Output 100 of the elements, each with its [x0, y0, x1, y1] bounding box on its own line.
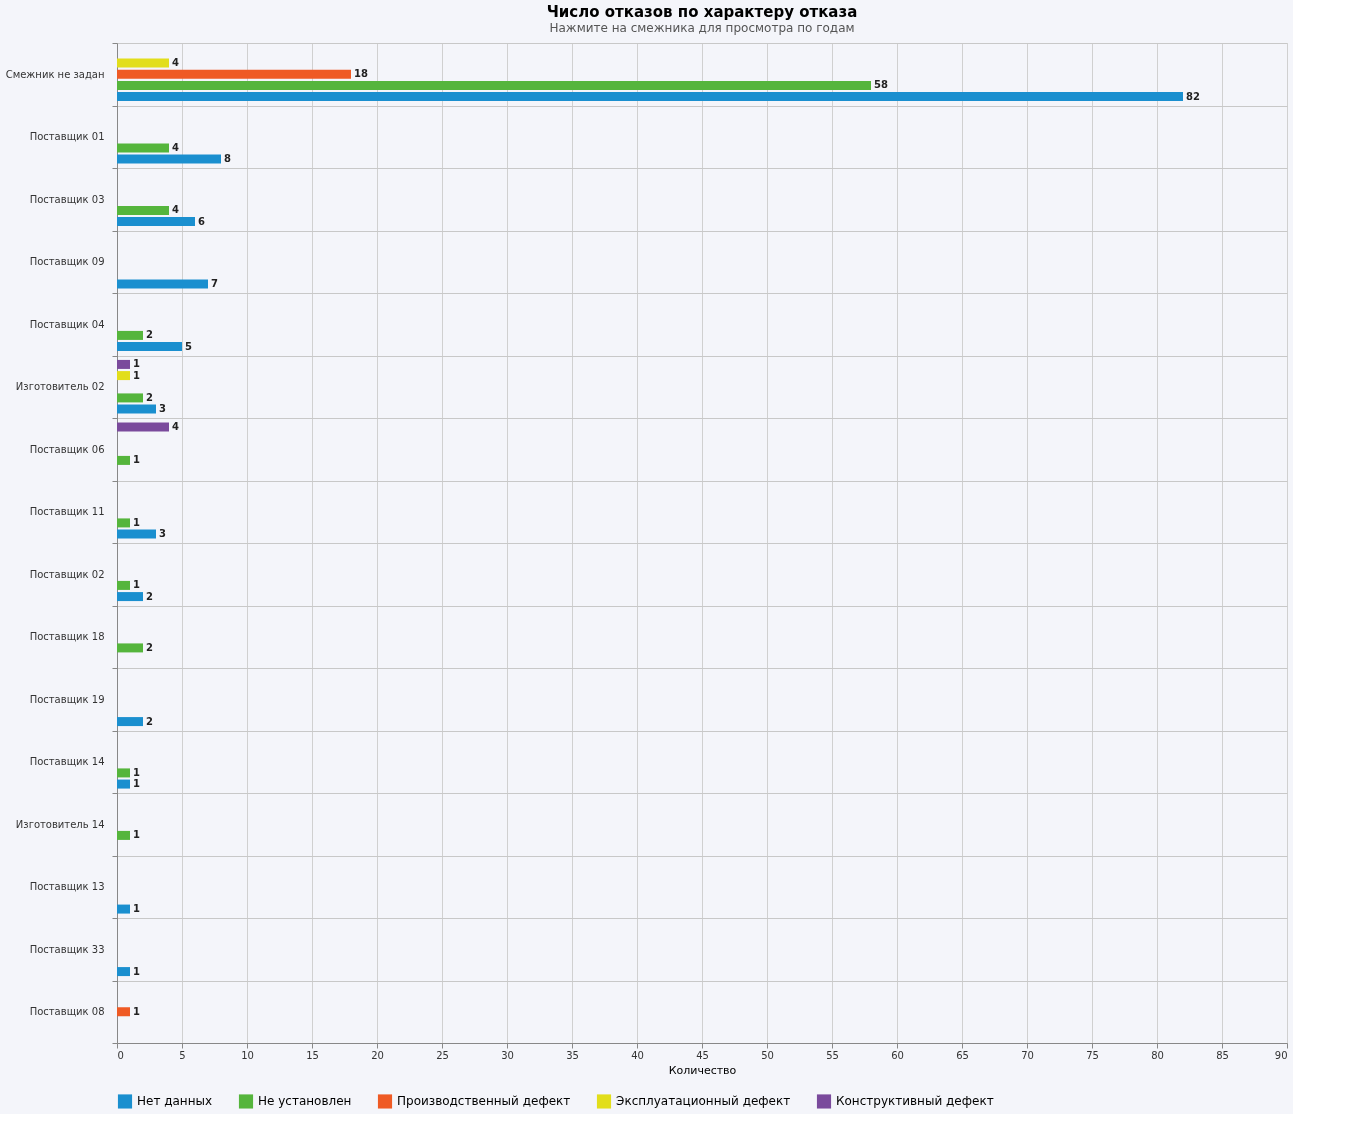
bar — [117, 342, 182, 352]
y-tick-label: Поставщик 13 — [29, 881, 105, 893]
data-label: 2 — [146, 391, 153, 403]
y-tick-label: Поставщик 11 — [29, 506, 105, 518]
x-tick-label: 65 — [956, 1049, 969, 1061]
bar — [117, 217, 195, 227]
y-tick-label: Поставщик 04 — [29, 318, 105, 330]
data-label: 58 — [874, 79, 888, 91]
x-tick-label: 0 — [117, 1049, 124, 1061]
x-tick-label: 55 — [826, 1049, 839, 1061]
bar — [117, 359, 130, 369]
x-tick-label: 30 — [501, 1049, 514, 1061]
data-label: 6 — [198, 215, 205, 227]
y-tick-label: Смежник не задан — [5, 68, 105, 80]
bar — [117, 404, 156, 414]
legend-label: Эксплуатационный дефект — [616, 1094, 791, 1109]
bar — [117, 717, 143, 727]
y-tick-label: Поставщик 33 — [29, 943, 105, 955]
bar — [117, 1007, 130, 1017]
x-tick-label: 60 — [891, 1049, 904, 1061]
bar — [117, 279, 208, 289]
x-tick-label: 90 — [1274, 1049, 1288, 1061]
legend-label: Нет данных — [137, 1094, 213, 1109]
x-tick-label: 5 — [179, 1049, 186, 1061]
data-label: 2 — [146, 329, 153, 341]
bar — [117, 455, 130, 465]
data-label: 4 — [172, 57, 179, 69]
y-tick-label: Изготовитель 14 — [15, 818, 105, 830]
y-tick-label: Изготовитель 02 — [15, 381, 105, 393]
bar — [117, 154, 221, 164]
bar — [117, 69, 351, 79]
x-tick-label: 15 — [306, 1049, 319, 1061]
data-label: 1 — [133, 829, 140, 841]
legend-label: Конструктивный дефект — [836, 1094, 994, 1109]
data-label: 4 — [172, 204, 179, 216]
x-tick-label: 35 — [566, 1049, 579, 1061]
bar — [117, 830, 130, 840]
data-label: 18 — [354, 68, 368, 80]
data-label: 1 — [133, 903, 140, 915]
x-tick-label: 45 — [696, 1049, 709, 1061]
y-tick-label: Поставщик 02 — [29, 568, 105, 580]
data-label: 8 — [224, 153, 231, 165]
data-label: 5 — [185, 340, 192, 352]
y-tick-label: Поставщик 06 — [29, 443, 105, 455]
bar — [117, 205, 169, 215]
y-tick-label: Поставщик 09 — [29, 256, 105, 268]
y-tick-label: Поставщик 08 — [29, 1006, 105, 1018]
data-label: 1 — [133, 454, 140, 466]
x-tick-label: 10 — [241, 1049, 254, 1061]
x-tick-label: 40 — [631, 1049, 644, 1061]
x-tick-label: 70 — [1021, 1049, 1034, 1061]
data-label: 2 — [146, 590, 153, 602]
data-label: 82 — [1186, 90, 1200, 102]
chart-subtitle: Нажмите на смежника для просмотра по годам — [549, 21, 855, 35]
bar — [117, 58, 169, 68]
bar — [117, 393, 143, 403]
bar — [117, 580, 130, 590]
x-tick-label: 25 — [436, 1049, 449, 1061]
data-label: 1 — [133, 766, 140, 778]
bar — [117, 592, 143, 602]
legend-label: Производственный дефект — [397, 1094, 571, 1109]
data-label: 1 — [133, 516, 140, 528]
x-tick-label: 50 — [761, 1049, 774, 1061]
data-label: 2 — [146, 715, 153, 727]
legend-label: Не установлен — [258, 1094, 352, 1109]
bar — [117, 371, 130, 381]
bar — [117, 529, 156, 539]
data-label: 1 — [133, 778, 140, 790]
data-label: 3 — [159, 528, 166, 540]
bar — [117, 643, 143, 653]
data-label: 1 — [133, 369, 140, 381]
bar — [117, 92, 1183, 102]
data-label: 4 — [172, 141, 179, 153]
bar — [117, 768, 130, 778]
y-tick-label: Поставщик 03 — [29, 193, 105, 205]
data-label: 1 — [133, 358, 140, 370]
data-label: 1 — [133, 1005, 140, 1017]
data-label: 2 — [146, 641, 153, 653]
bar — [117, 330, 143, 340]
data-label: 1 — [133, 965, 140, 977]
data-label: 7 — [211, 278, 218, 290]
y-tick-label: Поставщик 01 — [29, 131, 105, 143]
x-axis-title: Количество — [668, 1063, 737, 1077]
chart-title: Число отказов по характеру отказа — [546, 3, 858, 21]
x-tick-label: 20 — [371, 1049, 384, 1061]
bar — [117, 80, 871, 90]
bar — [117, 967, 130, 977]
y-tick-label: Поставщик 18 — [29, 631, 105, 643]
x-tick-label: 85 — [1216, 1049, 1229, 1061]
bar — [117, 518, 130, 528]
bar — [117, 422, 169, 432]
y-tick-label: Поставщик 19 — [29, 693, 105, 705]
data-label: 3 — [159, 403, 166, 415]
data-label: 1 — [133, 579, 140, 591]
x-tick-label: 80 — [1151, 1049, 1164, 1061]
y-tick-label: Поставщик 14 — [29, 756, 105, 768]
bar — [117, 143, 169, 153]
bar — [117, 779, 130, 789]
x-tick-label: 75 — [1086, 1049, 1099, 1061]
bar — [117, 904, 130, 914]
